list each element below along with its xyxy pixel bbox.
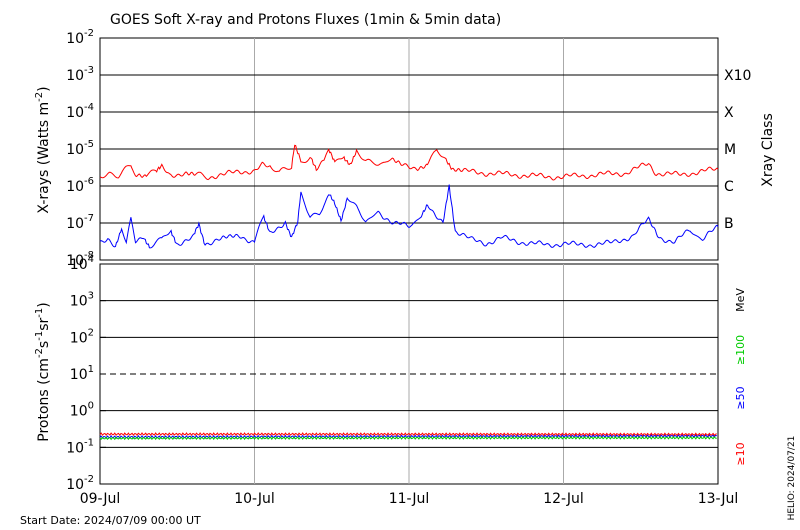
xray-ytick-label: 10-3	[66, 65, 94, 84]
xray-class-label: X	[724, 105, 734, 121]
x-tick-label: 11-Jul	[389, 491, 430, 507]
x-tick-label: 12-Jul	[543, 491, 584, 507]
proton-series-line-3	[99, 432, 717, 437]
xray-ytick-label: 10-7	[66, 213, 94, 232]
proton-ytick-label: 10-2	[66, 474, 94, 493]
x-tick-label: 09-Jul	[80, 491, 121, 507]
proton-energy-label: ≥50	[734, 386, 747, 409]
helio-stamp: HELIO: 2024/07/21	[787, 436, 797, 521]
proton-energy-label: ≥10	[734, 442, 747, 465]
xray-class-label: C	[724, 179, 734, 195]
x-tick-label: 13-Jul	[698, 491, 739, 507]
proton-ytick-label: 103	[70, 291, 94, 310]
xray-ytick-label: 10-5	[66, 139, 94, 158]
xray-series-line-1	[99, 144, 719, 181]
proton-ytick-label: 100	[70, 401, 94, 420]
xray-panel: 10-2 10-3 10-4 10-5 10-6 10-7 10-8 X10 X M C B Xra…	[34, 28, 776, 269]
proton-panel: 104 103 102 101 100 10-1 10-2 MeV ≥100 ≥50 ≥10 Pr…	[34, 254, 747, 493]
xray-class-label: X10	[724, 68, 751, 84]
xray-class-label: M	[724, 142, 736, 158]
proton-ytick-label: 10-1	[66, 437, 94, 456]
start-date-label: Start Date: 2024/07/09 00:00 UT	[20, 514, 201, 527]
xray-class-label: B	[724, 216, 734, 232]
xray-ylabel: X-rays (Watts m-2)	[34, 86, 52, 213]
chart-title: GOES Soft X-ray and Protons Fluxes (1min…	[110, 12, 501, 28]
proton-energy-label: ≥100	[734, 335, 747, 365]
proton-energy-label: MeV	[734, 288, 747, 312]
xray-ytick-label: 10-6	[66, 176, 94, 195]
proton-series-line-1	[99, 434, 717, 439]
proton-ylabel: Protons (cm-2s-1sr-1)	[34, 302, 52, 441]
xray-class-title: Xray Class	[760, 113, 776, 187]
xray-ytick-label: 10-4	[66, 102, 94, 121]
xray-ytick-label: 10-2	[66, 28, 94, 47]
proton-ytick-label: 104	[70, 254, 94, 273]
x-tick-label: 10-Jul	[234, 491, 275, 507]
proton-ytick-label: 102	[70, 327, 94, 346]
proton-series-line-2	[99, 435, 717, 441]
proton-ytick-label: 101	[70, 364, 94, 383]
xray-series-line-2	[99, 184, 719, 249]
xray-ytick-label: 10-8	[66, 250, 94, 269]
